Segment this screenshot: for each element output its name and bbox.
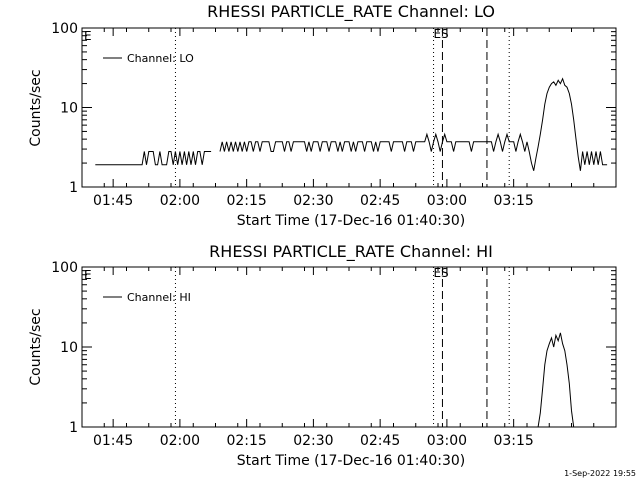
lo-x-tick-label-2: 02:15: [226, 193, 266, 209]
hi-x-tick-label-2: 02:15: [226, 433, 266, 449]
hi-corner-label: E: [84, 268, 92, 282]
lo-series-line-0-0: [95, 151, 212, 166]
lo-x-tick-label-3: 02:30: [293, 193, 333, 209]
hi-x-tick-label-6: 03:15: [493, 433, 533, 449]
lo-legend-label: Channel: LO: [127, 52, 194, 65]
hi-channel-panel: RHESSI PARTICLE_RATE Channel: HI Counts/…: [28, 242, 617, 469]
hi-chart-title: RHESSI PARTICLE_RATE Channel: HI: [209, 242, 493, 262]
lo-x-tick-label-4: 02:45: [360, 193, 400, 209]
lo-x-tick-label-0: 01:45: [93, 193, 133, 209]
footer-timestamp: 1-Sep-2022 19:55: [564, 469, 636, 478]
hi-series-line-0-0: [537, 332, 575, 428]
lo-y-tick-label-0: 1: [69, 180, 78, 196]
hi-y-axis-label: Counts/sec: [28, 308, 44, 385]
lo-x-tick-label-6: 03:15: [493, 193, 533, 209]
hi-y-tick-label-0: 1: [69, 420, 78, 436]
hi-marker-label-2: ES: [433, 266, 448, 280]
lo-y-axis-label: Counts/sec: [28, 69, 44, 146]
lo-y-tick-label-1: 10: [60, 101, 78, 117]
hi-y-tick-label-1: 10: [60, 340, 78, 356]
lo-corner-label: E: [84, 29, 92, 43]
hi-x-tick-label-5: 03:00: [427, 433, 467, 449]
lo-series-line-0-1: [219, 77, 608, 171]
lo-marker-label-2: ES: [433, 27, 448, 41]
lo-x-tick-label-5: 03:00: [427, 193, 467, 209]
hi-legend-label: Channel: HI: [127, 291, 191, 304]
hi-x-tick-label-4: 02:45: [360, 433, 400, 449]
hi-x-tick-label-0: 01:45: [93, 433, 133, 449]
lo-channel-panel: RHESSI PARTICLE_RATE Channel: LO Counts/…: [28, 2, 617, 229]
hi-x-tick-label-1: 02:00: [160, 433, 200, 449]
hi-y-tick-label-2: 100: [51, 260, 78, 276]
lo-x-axis-label: Start Time (17-Dec-16 01:40:30): [237, 213, 465, 229]
hi-x-tick-label-3: 02:30: [293, 433, 333, 449]
hi-x-axis-label: Start Time (17-Dec-16 01:40:30): [237, 453, 465, 469]
lo-x-tick-label-1: 02:00: [160, 193, 200, 209]
lo-chart-title: RHESSI PARTICLE_RATE Channel: LO: [207, 2, 495, 22]
lo-y-tick-label-2: 100: [51, 21, 78, 37]
